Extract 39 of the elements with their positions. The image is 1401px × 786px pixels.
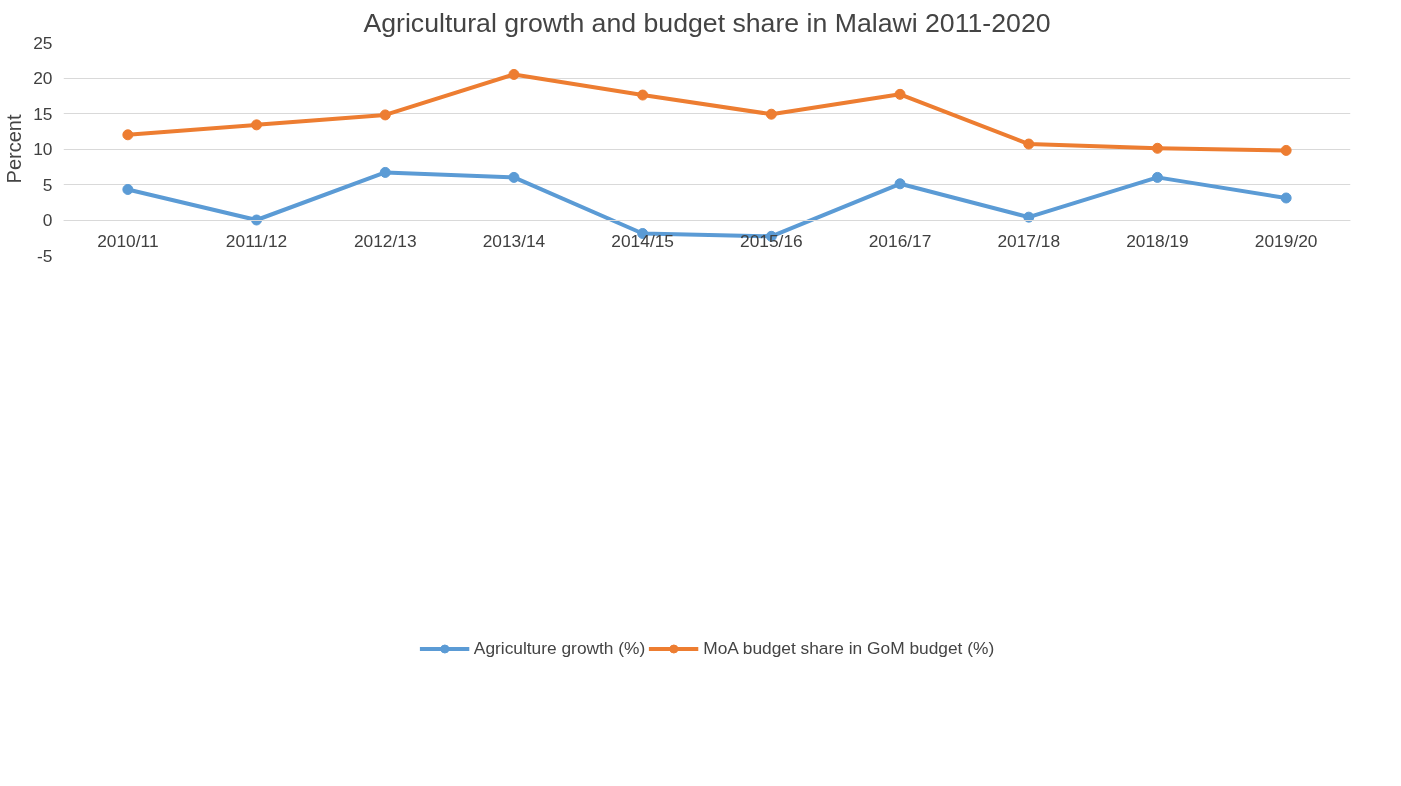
point <box>894 178 906 190</box>
x-tick-label: 2017/18 <box>997 231 1061 251</box>
point <box>251 119 263 131</box>
point <box>508 171 520 183</box>
legend-label: MoA budget share in GoM budget (%) <box>703 637 995 659</box>
x-tick-label: 2011/12 <box>225 231 288 251</box>
point <box>122 129 134 141</box>
x-tick-label: 2015/16 <box>740 231 803 251</box>
y-tick-label: 0 <box>42 210 53 230</box>
x-tick-label: 2019/20 <box>1254 231 1318 251</box>
y-tick-label: 5 <box>42 174 53 195</box>
y-axis-title: Percent <box>3 114 26 184</box>
point <box>1280 144 1292 156</box>
point <box>508 68 520 80</box>
point <box>379 109 391 121</box>
x-tick-label: 2013/14 <box>482 231 546 251</box>
y-tick-label: 15 <box>33 103 53 124</box>
y-tick-label: -5 <box>37 245 53 266</box>
y-tick-label: 10 <box>33 139 53 159</box>
point <box>379 166 391 178</box>
point <box>894 88 906 100</box>
point <box>122 183 134 195</box>
point <box>637 89 649 101</box>
chart-title: Agricultural growth and budget share in Malawi 2011-2020 <box>363 7 1051 38</box>
point <box>1023 211 1035 223</box>
point <box>1151 171 1163 183</box>
point <box>1280 192 1292 204</box>
point <box>1023 138 1035 150</box>
x-tick-label: 2012/13 <box>353 231 417 251</box>
x-tick-label: 2018/19 <box>1126 231 1189 251</box>
point <box>251 214 263 226</box>
legend-label: Agriculture growth (%) <box>473 637 646 659</box>
y-tick-label: 25 <box>33 32 53 53</box>
x-tick-label: 2014/15 <box>611 231 674 251</box>
x-tick-label: 2016/17 <box>868 231 932 251</box>
point <box>1151 142 1163 154</box>
point <box>765 108 777 120</box>
y-tick-label: 20 <box>33 68 53 88</box>
x-tick-label: 2010/11 <box>97 231 159 251</box>
